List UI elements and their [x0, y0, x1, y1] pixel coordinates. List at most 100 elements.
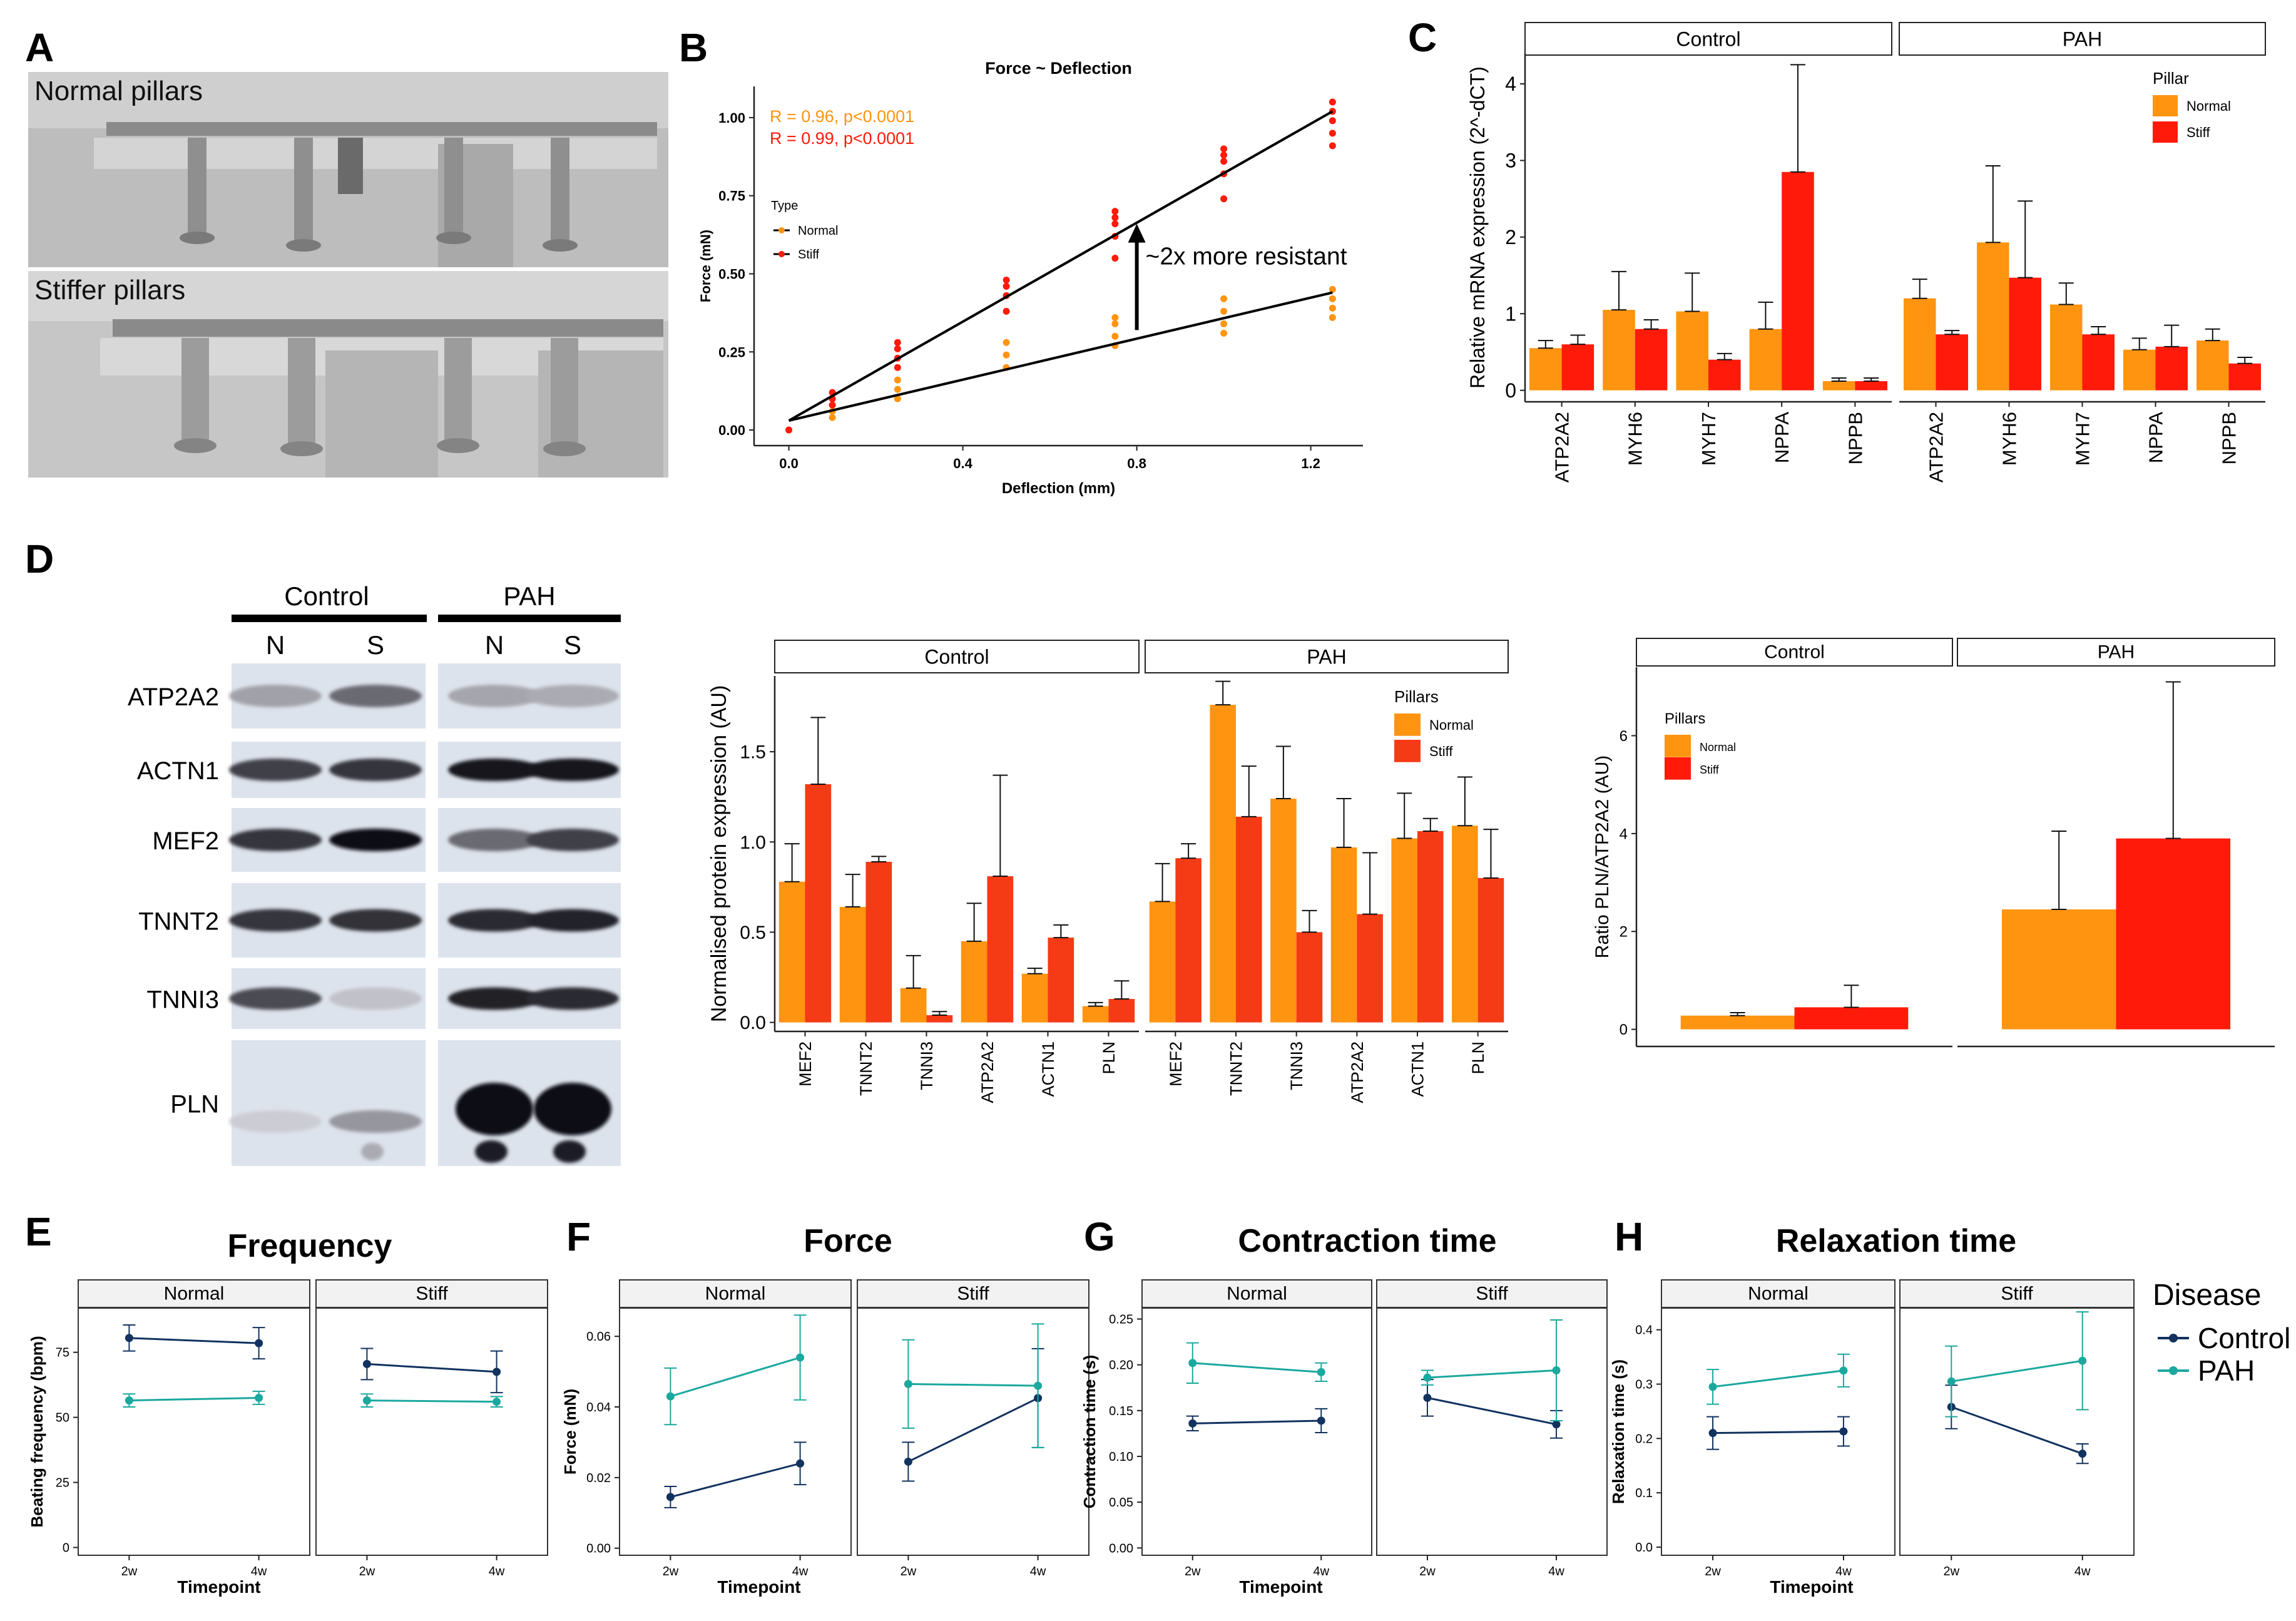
facet-strip — [1524, 22, 1892, 56]
bar-stiff — [2155, 346, 2188, 391]
facet-label: Control — [924, 645, 989, 668]
legend-entry: Normal — [1429, 717, 1474, 733]
chart-title: Relaxation time — [1776, 1223, 2016, 1259]
legend-title: Pillar — [2153, 69, 2189, 88]
y-tick-label: 25 — [56, 1476, 69, 1490]
data-point-control — [1552, 1420, 1561, 1429]
bar-normal — [1529, 348, 1562, 391]
facet-strip — [857, 1279, 1089, 1308]
contraction-time-chart: Contraction time Contraction time (s) Time… — [1080, 1223, 1608, 1597]
bar-normal — [2123, 349, 2156, 391]
data-point-normal — [1111, 320, 1119, 327]
bar-normal — [778, 881, 805, 1023]
facet-strip — [1636, 638, 1953, 667]
x-tick-label: 2w — [1705, 1565, 1721, 1578]
bar-normal — [1452, 826, 1478, 1023]
x-tick-label: ACTN1 — [1408, 1041, 1427, 1097]
facet-strip — [315, 1279, 548, 1308]
blot-band — [448, 759, 541, 781]
x-tick-label: ACTN1 — [1039, 1041, 1058, 1097]
bar-stiff — [1296, 932, 1323, 1023]
x-tick-label: 4w — [792, 1565, 809, 1578]
data-point-pah — [1317, 1368, 1325, 1376]
bar-stiff — [1417, 831, 1444, 1023]
chart-title: Frequency — [228, 1228, 392, 1264]
x-axis-label: Deflection (mm) — [1002, 480, 1115, 497]
blot-band — [526, 829, 619, 851]
data-point-stiff — [829, 401, 836, 409]
chart-title: Force — [804, 1223, 892, 1259]
x-tick-label: 2w — [663, 1565, 679, 1578]
y-tick-label: 1 — [1505, 302, 1516, 325]
x-tick-label: MYH7 — [1698, 412, 1720, 466]
x-tick-label: ATP2A2 — [978, 1041, 997, 1103]
frequency-chart: Frequency Beating frequency (bpm) Timepoin… — [28, 1228, 548, 1597]
y-axis-label: Contraction time (s) — [1080, 1355, 1099, 1509]
data-point-control — [666, 1493, 675, 1501]
bar-stiff — [1782, 171, 1814, 391]
x-tick-label: TNNT2 — [857, 1041, 875, 1096]
data-point-pah — [1034, 1381, 1043, 1390]
legend-entry: Normal — [1700, 741, 1736, 754]
y-tick-label: 0.4 — [1635, 1324, 1653, 1337]
facet-strip — [774, 640, 1140, 673]
facet-label: Stiff — [2001, 1284, 2033, 1304]
y-tick-label: 0 — [63, 1542, 69, 1555]
data-point-normal — [1329, 285, 1336, 293]
blot-band — [526, 759, 619, 781]
data-point-stiff — [1220, 145, 1228, 153]
disease-legend-pah: PAH — [2198, 1354, 2255, 1387]
x-tick-label: 4w — [2074, 1565, 2091, 1578]
y-tick-label: 0.20 — [1109, 1359, 1133, 1373]
data-point-control — [1708, 1429, 1717, 1438]
y-tick-label: 0.06 — [586, 1330, 611, 1344]
data-point-pah — [255, 1393, 263, 1402]
bar-normal — [2001, 909, 2116, 1030]
bar-stiff — [926, 1015, 953, 1023]
data-point-normal — [894, 376, 901, 384]
stiffer-pillars-label: Stiffer pillars — [34, 275, 185, 305]
y-tick-label: 0.5 — [740, 923, 766, 943]
blot-lane-label: N — [266, 630, 285, 660]
data-point-control — [1839, 1427, 1848, 1436]
series-line-pah — [1192, 1362, 1322, 1373]
y-tick-label: 0.50 — [718, 266, 745, 282]
blot-protein-label: PLN — [170, 1091, 219, 1118]
x-tick-label: 2w — [1419, 1565, 1436, 1578]
y-tick-label: 0.0 — [740, 1013, 766, 1033]
y-tick-label: 0.02 — [586, 1471, 611, 1485]
x-tick-label: 2w — [359, 1565, 375, 1578]
bar-stiff — [1048, 938, 1074, 1023]
data-point-normal — [1329, 314, 1336, 321]
mrna-expression-chart: Relative mRNA expression (2^-dCT) 0 1 2 3 4 Co… — [1466, 22, 2266, 483]
data-point-pah — [2078, 1356, 2087, 1365]
data-point-control — [1317, 1416, 1325, 1425]
legend-title: Type — [771, 199, 798, 213]
x-tick-label: 2w — [901, 1565, 917, 1578]
blot-band — [329, 909, 422, 932]
data-point-pah — [362, 1396, 371, 1405]
blot-protein-label: TNNI3 — [146, 986, 219, 1014]
data-point-stiff — [1003, 276, 1010, 284]
data-point-stiff — [1003, 282, 1010, 290]
data-point-stiff — [894, 339, 901, 346]
fit-line-stiff — [788, 110, 1334, 422]
blot-band — [526, 909, 619, 932]
x-tick-label: ATP2A2 — [1348, 1041, 1367, 1103]
legend-swatch — [778, 227, 785, 233]
blot-band — [448, 685, 541, 707]
panel-letter-f: F — [566, 1214, 591, 1259]
legend-swatch — [1665, 735, 1691, 757]
y-tick-label: 1.0 — [740, 832, 766, 853]
y-tick-label: 1.5 — [740, 742, 766, 763]
bar-stiff — [805, 784, 832, 1023]
blot-band — [526, 987, 619, 1010]
data-point-stiff — [1329, 98, 1336, 106]
series-line-control — [670, 1462, 800, 1498]
legend-entry: Stiff — [798, 248, 820, 262]
annotation-text: ~2x more resistant — [1146, 243, 1347, 270]
bar-stiff — [2009, 277, 2041, 391]
y-axis-label: Normalised protein expression (AU) — [707, 685, 731, 1023]
facet-label: PAH — [2063, 28, 2102, 50]
blot-band — [456, 1083, 533, 1135]
